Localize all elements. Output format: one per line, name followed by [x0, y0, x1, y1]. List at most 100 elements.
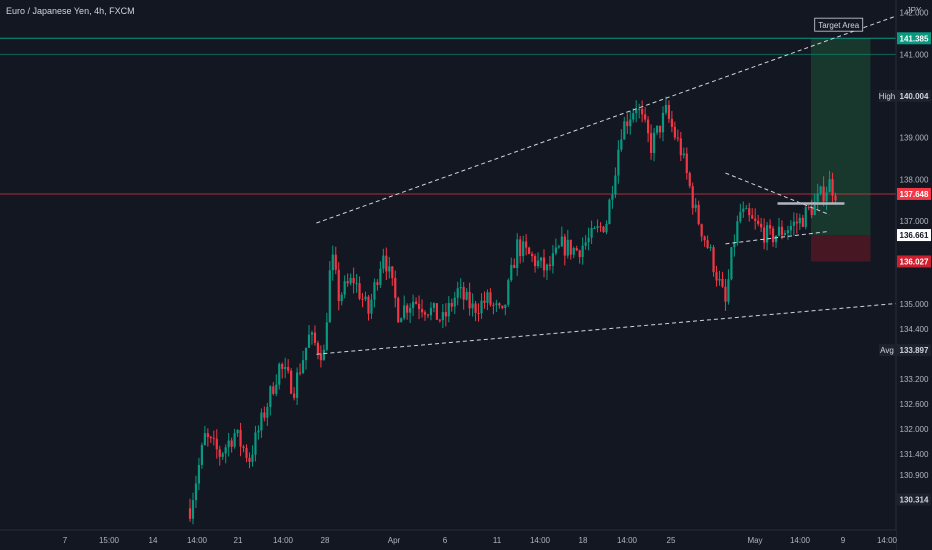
- candle: [804, 206, 807, 230]
- candle: [343, 275, 346, 299]
- price-tag-value: 133.897: [900, 346, 929, 355]
- price-tag-label: High: [879, 92, 895, 101]
- price-tag-value: 137.648: [900, 190, 929, 199]
- candle: [400, 317, 403, 323]
- candle: [623, 116, 626, 140]
- price-axis[interactable]: [896, 0, 932, 550]
- candle: [462, 281, 465, 310]
- candle: [647, 116, 650, 143]
- candle: [245, 444, 248, 463]
- candle: [453, 291, 456, 315]
- candle: [727, 269, 730, 305]
- candle: [334, 246, 337, 275]
- candle: [748, 202, 751, 222]
- candle: [287, 359, 290, 374]
- price-tag: [897, 344, 931, 357]
- candle: [269, 385, 272, 416]
- candle: [700, 223, 703, 242]
- time-tick-label: 15:00: [99, 536, 120, 545]
- candle: [664, 96, 668, 115]
- price-tick-label: 134.400: [900, 325, 929, 334]
- profit-zone[interactable]: [810, 38, 871, 236]
- candle: [397, 296, 400, 324]
- candle: [635, 100, 638, 123]
- candle: [768, 219, 772, 235]
- candle: [468, 282, 471, 316]
- trendline-wedge-top[interactable]: [725, 172, 830, 216]
- time-tick-label: 6: [443, 536, 448, 545]
- candle: [337, 262, 340, 311]
- candle: [765, 221, 769, 251]
- candle: [590, 220, 593, 245]
- candle: [783, 230, 787, 236]
- candle: [391, 266, 394, 286]
- candle: [364, 291, 367, 302]
- candle: [417, 295, 421, 320]
- candle: [548, 256, 552, 271]
- candle: [584, 235, 587, 250]
- stop-zone[interactable]: [810, 235, 871, 262]
- candle: [513, 258, 516, 269]
- candle: [617, 140, 620, 184]
- candle: [522, 235, 525, 263]
- candle: [658, 125, 662, 139]
- candle: [188, 498, 192, 522]
- candle: [346, 273, 349, 287]
- candle: [435, 303, 439, 320]
- candle: [290, 368, 293, 395]
- candle: [763, 218, 766, 250]
- candle: [456, 281, 459, 306]
- time-tick-label: 21: [234, 536, 243, 545]
- trendline-wedge-bottom[interactable]: [725, 230, 830, 245]
- candle: [278, 362, 281, 390]
- candle: [578, 249, 581, 264]
- candle: [819, 185, 822, 196]
- time-axis[interactable]: [0, 530, 896, 550]
- candle: [563, 233, 566, 266]
- target-area-label-box[interactable]: [814, 17, 864, 32]
- candle: [438, 318, 441, 323]
- price-tick-label: 135.000: [900, 300, 929, 309]
- time-tick-label: 14:00: [530, 536, 551, 545]
- candle: [816, 183, 819, 210]
- candle: [272, 382, 275, 396]
- candle: [572, 246, 575, 259]
- candle: [730, 246, 733, 281]
- candle: [477, 303, 480, 322]
- candle: [757, 214, 760, 227]
- candle: [489, 288, 492, 307]
- candle: [441, 303, 444, 329]
- candle: [644, 107, 647, 123]
- candle: [322, 344, 325, 361]
- candle: [739, 203, 742, 224]
- candle: [801, 214, 804, 228]
- candle: [724, 278, 727, 311]
- candle: [620, 129, 623, 152]
- candle: [227, 432, 230, 457]
- candle: [266, 402, 269, 426]
- candle: [736, 215, 739, 246]
- target-area-label: Target Area: [818, 21, 859, 30]
- candle: [492, 302, 495, 315]
- candle: [295, 367, 299, 406]
- candle: [742, 201, 745, 218]
- price-tag-badge: [879, 344, 895, 357]
- candle: [203, 425, 206, 446]
- time-tick-label: 14:00: [187, 536, 208, 545]
- candle: [429, 302, 433, 321]
- price-tick-label: 139.000: [900, 134, 929, 143]
- candle: [679, 132, 682, 161]
- price-tick-label: 138.000: [900, 175, 929, 184]
- candle: [694, 198, 697, 213]
- candle: [554, 238, 557, 256]
- candle: [798, 213, 801, 230]
- symbol-title: Euro / Japanese Yen, 4h, FXCM: [6, 6, 135, 16]
- candle: [519, 235, 522, 264]
- candle: [233, 428, 236, 449]
- candle: [614, 167, 617, 198]
- trendline-lower-channel[interactable]: [316, 301, 912, 355]
- trendline-upper-channel[interactable]: [316, 10, 912, 224]
- candle: [340, 292, 343, 306]
